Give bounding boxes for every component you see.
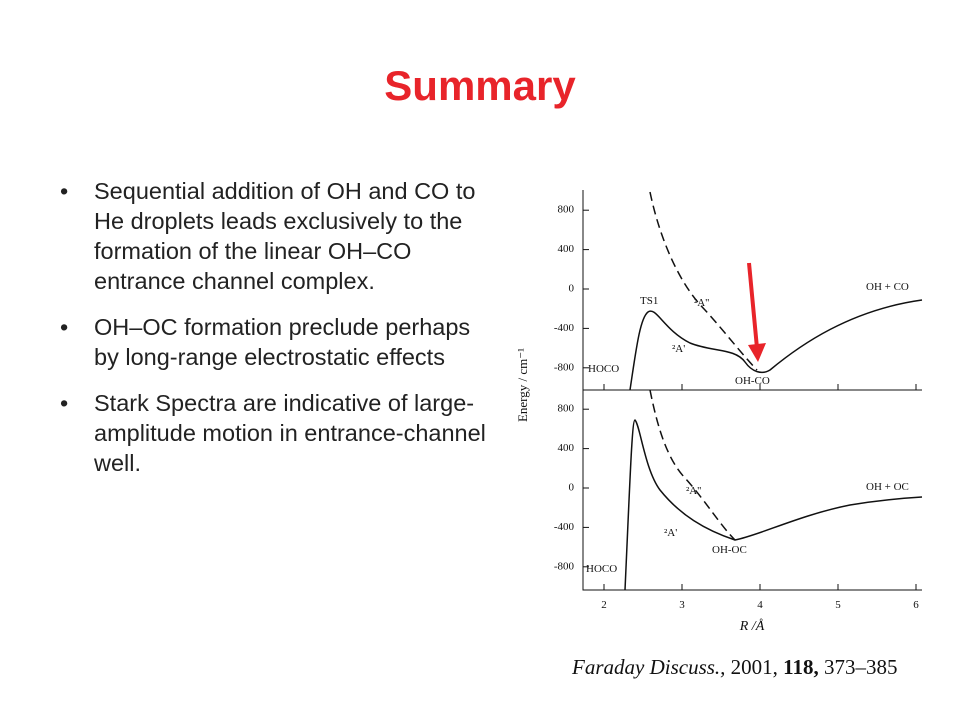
x-axis-label: R /Å xyxy=(739,618,765,634)
y-tick-label: -800 xyxy=(554,560,575,572)
volume: 118, xyxy=(783,655,819,679)
y-tick-label: 400 xyxy=(558,442,575,454)
annotation: ²A' xyxy=(664,527,677,539)
y-tick-label: 400 xyxy=(558,243,575,255)
x-tick-label: 3 xyxy=(679,599,685,611)
annotation: OH-OC xyxy=(712,544,747,556)
x-tick-label: 2 xyxy=(601,599,607,611)
annotation: OH-CO xyxy=(735,375,770,387)
y-tick-label: 800 xyxy=(558,403,575,415)
curve-solid xyxy=(629,299,923,391)
curve-dashed xyxy=(649,389,736,541)
y-tick-label: -400 xyxy=(554,521,575,533)
arrow-head xyxy=(748,343,766,362)
annotation: ²A' xyxy=(672,343,685,355)
annotation: OH + OC xyxy=(866,481,909,493)
y-tick-label: -800 xyxy=(554,361,575,373)
y-tick-label: 800 xyxy=(558,204,575,216)
curve-solid xyxy=(624,419,923,591)
annotation: ²A'' xyxy=(694,297,709,309)
x-tick-label: 4 xyxy=(757,599,763,611)
bullet-list: Sequential addition of OH and CO to He d… xyxy=(60,176,500,494)
pages: 373–385 xyxy=(824,655,898,679)
curve-dashed xyxy=(649,191,758,371)
journal: Faraday Discuss., xyxy=(572,655,726,679)
slide-title: Summary xyxy=(384,62,576,109)
y-tick-label: 0 xyxy=(569,283,575,295)
annotation: ²A'' xyxy=(686,485,701,497)
year: 2001, xyxy=(730,655,778,679)
x-tick-label: 6 xyxy=(913,599,919,611)
bullet: Sequential addition of OH and CO to He d… xyxy=(60,176,500,296)
y-tick-label: 0 xyxy=(569,482,575,494)
y-tick-label: -400 xyxy=(554,322,575,334)
citation: Faraday Discuss., 2001, 118, 373–385 xyxy=(572,655,898,680)
arrow xyxy=(747,262,759,349)
annotation: HOCO xyxy=(588,363,619,375)
annotation: HOCO xyxy=(586,563,617,575)
x-tick-label: 5 xyxy=(835,599,841,611)
bullet: OH–OC formation preclude perhaps by long… xyxy=(60,312,500,372)
y-axis-label: Energy / cm⁻¹ xyxy=(515,348,530,422)
annotation: OH + CO xyxy=(866,281,909,293)
annotation: TS1 xyxy=(640,295,658,307)
frame xyxy=(582,190,922,591)
ticks: 2 3 4 5 6 800 400 0 -400 -800 800 400 0 -400 -800 xyxy=(554,204,919,611)
axis-frame xyxy=(582,190,922,591)
bullet: Stark Spectra are indicative of large-am… xyxy=(60,388,500,478)
